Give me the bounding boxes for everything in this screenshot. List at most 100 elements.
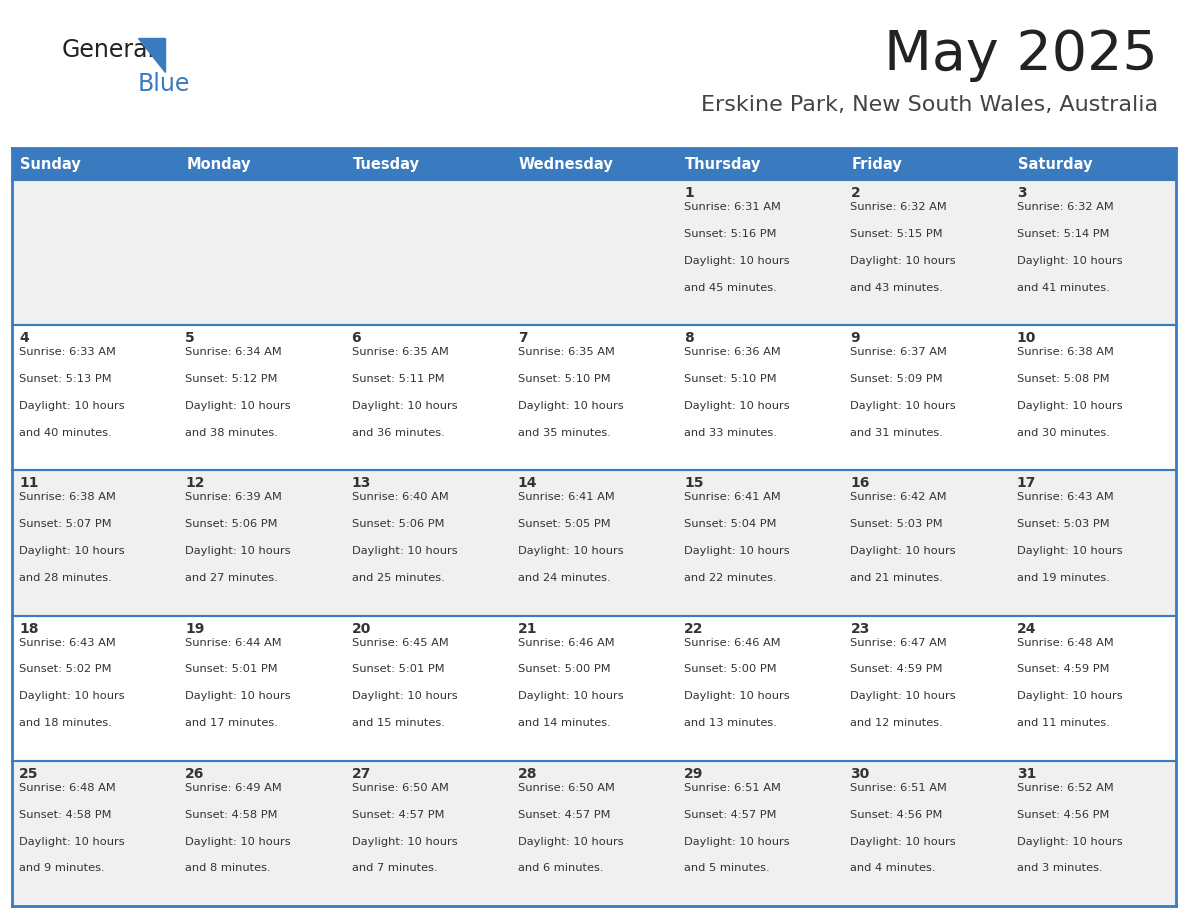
Text: and 33 minutes.: and 33 minutes.	[684, 428, 777, 438]
Text: Sunrise: 6:42 AM: Sunrise: 6:42 AM	[851, 492, 947, 502]
Text: Sunrise: 6:39 AM: Sunrise: 6:39 AM	[185, 492, 283, 502]
Text: 25: 25	[19, 767, 38, 781]
Text: and 43 minutes.: and 43 minutes.	[851, 283, 943, 293]
Text: 1: 1	[684, 186, 694, 200]
Text: Daylight: 10 hours: Daylight: 10 hours	[185, 546, 291, 556]
Text: Sunset: 4:58 PM: Sunset: 4:58 PM	[185, 810, 278, 820]
Text: Sunrise: 6:51 AM: Sunrise: 6:51 AM	[851, 783, 947, 793]
Text: Sunrise: 6:45 AM: Sunrise: 6:45 AM	[352, 638, 448, 647]
Text: 24: 24	[1017, 621, 1036, 635]
Polygon shape	[138, 38, 165, 72]
Text: Sunrise: 6:31 AM: Sunrise: 6:31 AM	[684, 202, 781, 212]
Text: Daylight: 10 hours: Daylight: 10 hours	[352, 401, 457, 411]
Text: and 30 minutes.: and 30 minutes.	[1017, 428, 1110, 438]
Text: Daylight: 10 hours: Daylight: 10 hours	[684, 836, 790, 846]
Text: and 41 minutes.: and 41 minutes.	[1017, 283, 1110, 293]
Text: Sunrise: 6:47 AM: Sunrise: 6:47 AM	[851, 638, 947, 647]
Text: Sunset: 5:11 PM: Sunset: 5:11 PM	[352, 374, 444, 384]
Text: Daylight: 10 hours: Daylight: 10 hours	[352, 836, 457, 846]
Text: 3: 3	[1017, 186, 1026, 200]
Text: 19: 19	[185, 621, 204, 635]
Text: 18: 18	[19, 621, 38, 635]
Text: and 38 minutes.: and 38 minutes.	[185, 428, 278, 438]
Text: Sunset: 4:57 PM: Sunset: 4:57 PM	[518, 810, 611, 820]
Text: 27: 27	[352, 767, 371, 781]
Text: Sunset: 5:01 PM: Sunset: 5:01 PM	[185, 665, 278, 675]
Text: Sunrise: 6:41 AM: Sunrise: 6:41 AM	[518, 492, 614, 502]
Text: 16: 16	[851, 476, 870, 490]
Text: and 7 minutes.: and 7 minutes.	[352, 864, 437, 873]
Text: and 5 minutes.: and 5 minutes.	[684, 864, 770, 873]
Text: and 25 minutes.: and 25 minutes.	[352, 573, 444, 583]
Text: and 24 minutes.: and 24 minutes.	[518, 573, 611, 583]
Text: Sunrise: 6:41 AM: Sunrise: 6:41 AM	[684, 492, 781, 502]
Text: Sunset: 5:07 PM: Sunset: 5:07 PM	[19, 520, 112, 530]
Text: Sunset: 5:02 PM: Sunset: 5:02 PM	[19, 665, 112, 675]
Text: Daylight: 10 hours: Daylight: 10 hours	[19, 546, 125, 556]
Text: Sunset: 5:15 PM: Sunset: 5:15 PM	[851, 229, 943, 239]
Text: Sunset: 5:00 PM: Sunset: 5:00 PM	[684, 665, 777, 675]
Text: Daylight: 10 hours: Daylight: 10 hours	[1017, 546, 1123, 556]
Text: Sunset: 5:10 PM: Sunset: 5:10 PM	[684, 374, 777, 384]
Text: and 11 minutes.: and 11 minutes.	[1017, 718, 1110, 728]
Text: Sunrise: 6:34 AM: Sunrise: 6:34 AM	[185, 347, 282, 357]
Text: and 8 minutes.: and 8 minutes.	[185, 864, 271, 873]
Text: Daylight: 10 hours: Daylight: 10 hours	[684, 546, 790, 556]
Text: 26: 26	[185, 767, 204, 781]
Text: Sunrise: 6:43 AM: Sunrise: 6:43 AM	[19, 638, 115, 647]
Text: and 22 minutes.: and 22 minutes.	[684, 573, 777, 583]
Text: Sunset: 5:12 PM: Sunset: 5:12 PM	[185, 374, 278, 384]
Text: 14: 14	[518, 476, 537, 490]
Text: General: General	[62, 38, 156, 62]
Text: Sunrise: 6:48 AM: Sunrise: 6:48 AM	[19, 783, 115, 793]
Text: Sunset: 5:08 PM: Sunset: 5:08 PM	[1017, 374, 1110, 384]
Text: Sunset: 5:14 PM: Sunset: 5:14 PM	[1017, 229, 1110, 239]
Text: Daylight: 10 hours: Daylight: 10 hours	[684, 691, 790, 701]
Bar	[12, 325, 1176, 470]
Text: and 27 minutes.: and 27 minutes.	[185, 573, 278, 583]
Text: 22: 22	[684, 621, 703, 635]
Text: 7: 7	[518, 331, 527, 345]
Text: 15: 15	[684, 476, 703, 490]
Text: Sunset: 5:05 PM: Sunset: 5:05 PM	[518, 520, 611, 530]
Text: Daylight: 10 hours: Daylight: 10 hours	[352, 546, 457, 556]
Text: Daylight: 10 hours: Daylight: 10 hours	[851, 546, 956, 556]
Text: and 21 minutes.: and 21 minutes.	[851, 573, 943, 583]
Text: 29: 29	[684, 767, 703, 781]
Text: 12: 12	[185, 476, 204, 490]
Text: Sunset: 5:10 PM: Sunset: 5:10 PM	[518, 374, 611, 384]
Text: Sunrise: 6:43 AM: Sunrise: 6:43 AM	[1017, 492, 1113, 502]
Text: and 3 minutes.: and 3 minutes.	[1017, 864, 1102, 873]
Text: Sunrise: 6:48 AM: Sunrise: 6:48 AM	[1017, 638, 1113, 647]
Text: May 2025: May 2025	[884, 28, 1158, 82]
Bar	[12, 616, 1176, 761]
Text: Sunset: 5:01 PM: Sunset: 5:01 PM	[352, 665, 444, 675]
Text: Sunrise: 6:46 AM: Sunrise: 6:46 AM	[684, 638, 781, 647]
Text: and 4 minutes.: and 4 minutes.	[851, 864, 936, 873]
Text: Blue: Blue	[138, 72, 190, 96]
Text: Sunset: 5:03 PM: Sunset: 5:03 PM	[1017, 520, 1110, 530]
Text: Daylight: 10 hours: Daylight: 10 hours	[19, 691, 125, 701]
Text: Daylight: 10 hours: Daylight: 10 hours	[684, 256, 790, 265]
Text: Sunrise: 6:50 AM: Sunrise: 6:50 AM	[352, 783, 448, 793]
Text: and 17 minutes.: and 17 minutes.	[185, 718, 278, 728]
Text: Daylight: 10 hours: Daylight: 10 hours	[185, 836, 291, 846]
Text: 20: 20	[352, 621, 371, 635]
Text: and 13 minutes.: and 13 minutes.	[684, 718, 777, 728]
Text: Daylight: 10 hours: Daylight: 10 hours	[518, 546, 624, 556]
Text: Sunset: 5:16 PM: Sunset: 5:16 PM	[684, 229, 777, 239]
Text: Sunrise: 6:44 AM: Sunrise: 6:44 AM	[185, 638, 282, 647]
Text: 31: 31	[1017, 767, 1036, 781]
Text: Sunrise: 6:38 AM: Sunrise: 6:38 AM	[19, 492, 116, 502]
Text: Sunset: 4:57 PM: Sunset: 4:57 PM	[352, 810, 444, 820]
Text: 13: 13	[352, 476, 371, 490]
Text: Sunrise: 6:35 AM: Sunrise: 6:35 AM	[352, 347, 448, 357]
Text: Sunset: 4:59 PM: Sunset: 4:59 PM	[1017, 665, 1110, 675]
Text: Sunrise: 6:37 AM: Sunrise: 6:37 AM	[851, 347, 947, 357]
Text: 11: 11	[19, 476, 38, 490]
Text: and 28 minutes.: and 28 minutes.	[19, 573, 112, 583]
Bar	[12, 148, 1176, 180]
Text: 28: 28	[518, 767, 537, 781]
Text: Sunrise: 6:33 AM: Sunrise: 6:33 AM	[19, 347, 116, 357]
Text: Sunrise: 6:35 AM: Sunrise: 6:35 AM	[518, 347, 614, 357]
